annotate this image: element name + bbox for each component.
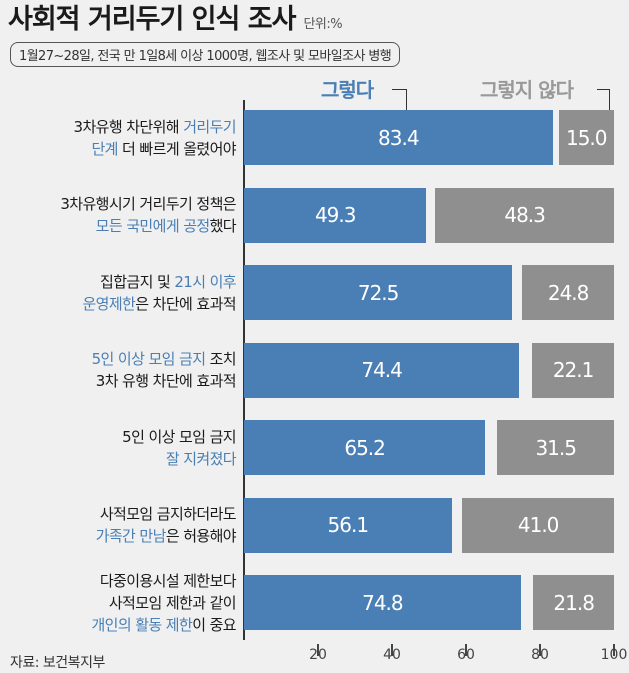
- category-label-line: 3차 유행 차단에 효과적: [92, 370, 237, 392]
- label-text: 더 빠르게 올렸어야: [117, 139, 237, 158]
- x-tick-label: 40: [383, 647, 401, 663]
- bar-yes: 49.3: [244, 187, 427, 243]
- category-label-line: 집합금지 및 21시 이후: [82, 271, 237, 293]
- x-tick-label: 20: [309, 647, 327, 663]
- x-tick: [613, 644, 615, 656]
- legend-yes: 그렇다: [321, 78, 374, 102]
- legend-no: 그렇지 않다: [480, 78, 574, 102]
- category-label-line: 잘 지켜졌다: [122, 448, 237, 470]
- highlight-text: 거리두기: [183, 117, 236, 136]
- chart-title: 사회적 거리두기 인식 조사: [8, 4, 296, 35]
- category-label: 5인 이상 모임 금지 조치 3차 유행 차단에 효과적: [91, 348, 237, 392]
- category-label-line: 개인의 활동 제한이 중요: [91, 614, 236, 636]
- category-label-line: 단계 더 빠르게 올렸어야: [74, 138, 237, 160]
- highlight-text: 단계: [91, 139, 118, 158]
- bar-no: 31.5: [497, 420, 614, 475]
- category-label-line: 5인 이상 모임 금지 조치: [91, 348, 237, 370]
- category-label-line: 3차유행시기 거리두기 정책은: [60, 193, 236, 215]
- x-tick: [465, 644, 467, 656]
- highlight-text: 21시 이후: [174, 272, 236, 291]
- category-label-line: 사적모임 금지하더라도: [96, 503, 237, 525]
- category-label-line: 모든 국민에게 공정했다: [60, 215, 237, 237]
- survey-subtitle: 1월27~28일, 전국 만 1일8세 이상 1000명, 웹조사 및 모바일조…: [10, 42, 401, 67]
- label-text: 3차유행시기 거리두기 정책은: [60, 195, 236, 213]
- highlight-text: 잘 지켜졌다: [165, 449, 237, 468]
- highlight-text: 5인 이상 모임 금지: [91, 350, 206, 368]
- bar-yes: 74.4: [244, 342, 520, 398]
- chart-header: 사회적 거리두기 인식 조사 단위:%: [8, 4, 343, 36]
- bar-yes: 74.8: [244, 575, 521, 630]
- x-tick: [391, 644, 393, 656]
- label-text: 은 허용해야: [165, 527, 237, 545]
- bar-yes: 65.2: [244, 420, 486, 475]
- category-label-line: 다중이용시설 제한보다: [91, 570, 237, 592]
- x-tick: [317, 644, 319, 656]
- label-text: 했다: [209, 217, 237, 235]
- legend-no-leader: [597, 89, 610, 120]
- category-label-line: 운영제한은 차단에 효과적: [82, 293, 236, 315]
- label-text: 5인 이상 모임 금지: [122, 427, 236, 446]
- label-text: 사적모임 금지하더라도: [99, 505, 237, 523]
- highlight-text: 모든 국민에게 공정: [95, 217, 211, 235]
- bar-no: 24.8: [522, 265, 614, 320]
- label-text: 이 중요: [192, 615, 236, 634]
- label-text: 3차 유행 차단에 효과적: [95, 372, 237, 390]
- x-tick: [539, 644, 541, 656]
- x-tick-label: 80: [531, 647, 549, 663]
- bar-yes: 56.1: [244, 497, 452, 553]
- source-note: 자료: 보건복지부: [10, 655, 105, 671]
- bar-no: 41.0: [462, 497, 614, 553]
- label-text: 집합금지 및: [100, 272, 175, 291]
- x-tick-label: 60: [457, 647, 475, 663]
- bar-no: 15.0: [558, 110, 614, 165]
- bar-no: 22.1: [532, 342, 614, 398]
- bar-yes: 72.5: [244, 265, 513, 320]
- bar-no: 21.8: [533, 575, 614, 630]
- category-label: 3차유행 차단위해 거리두기 단계 더 빠르게 올렸어야: [74, 116, 237, 160]
- category-label-line: 사적모임 제한과 같이: [91, 592, 237, 614]
- category-axis-line: [243, 100, 245, 640]
- label-text: 사적모임 제한과 같이: [108, 593, 237, 612]
- label-text: 은 차단에 효과적: [135, 294, 236, 313]
- x-tick-label: 100: [600, 647, 628, 663]
- label-text: 3차유행 차단위해: [73, 117, 184, 136]
- category-label-line: 5인 이상 모임 금지: [122, 426, 236, 448]
- category-label-line: 3차유행 차단위해 거리두기: [74, 116, 237, 138]
- highlight-text: 가족간 만남: [95, 527, 167, 545]
- legend-yes-leader: [392, 89, 407, 120]
- bar-no: 48.3: [435, 187, 614, 243]
- category-label: 집합금지 및 21시 이후 운영제한은 차단에 효과적: [82, 271, 236, 315]
- highlight-text: 운영제한: [82, 294, 136, 313]
- label-text: 다중이용시설 제한보다: [99, 571, 237, 590]
- category-label-line: 가족간 만남은 허용해야: [95, 525, 237, 547]
- label-text: 조치: [205, 350, 237, 368]
- unit-label: 단위:%: [303, 17, 343, 32]
- highlight-text: 개인의 활동 제한: [91, 615, 193, 634]
- bar-yes: 83.4: [244, 110, 553, 165]
